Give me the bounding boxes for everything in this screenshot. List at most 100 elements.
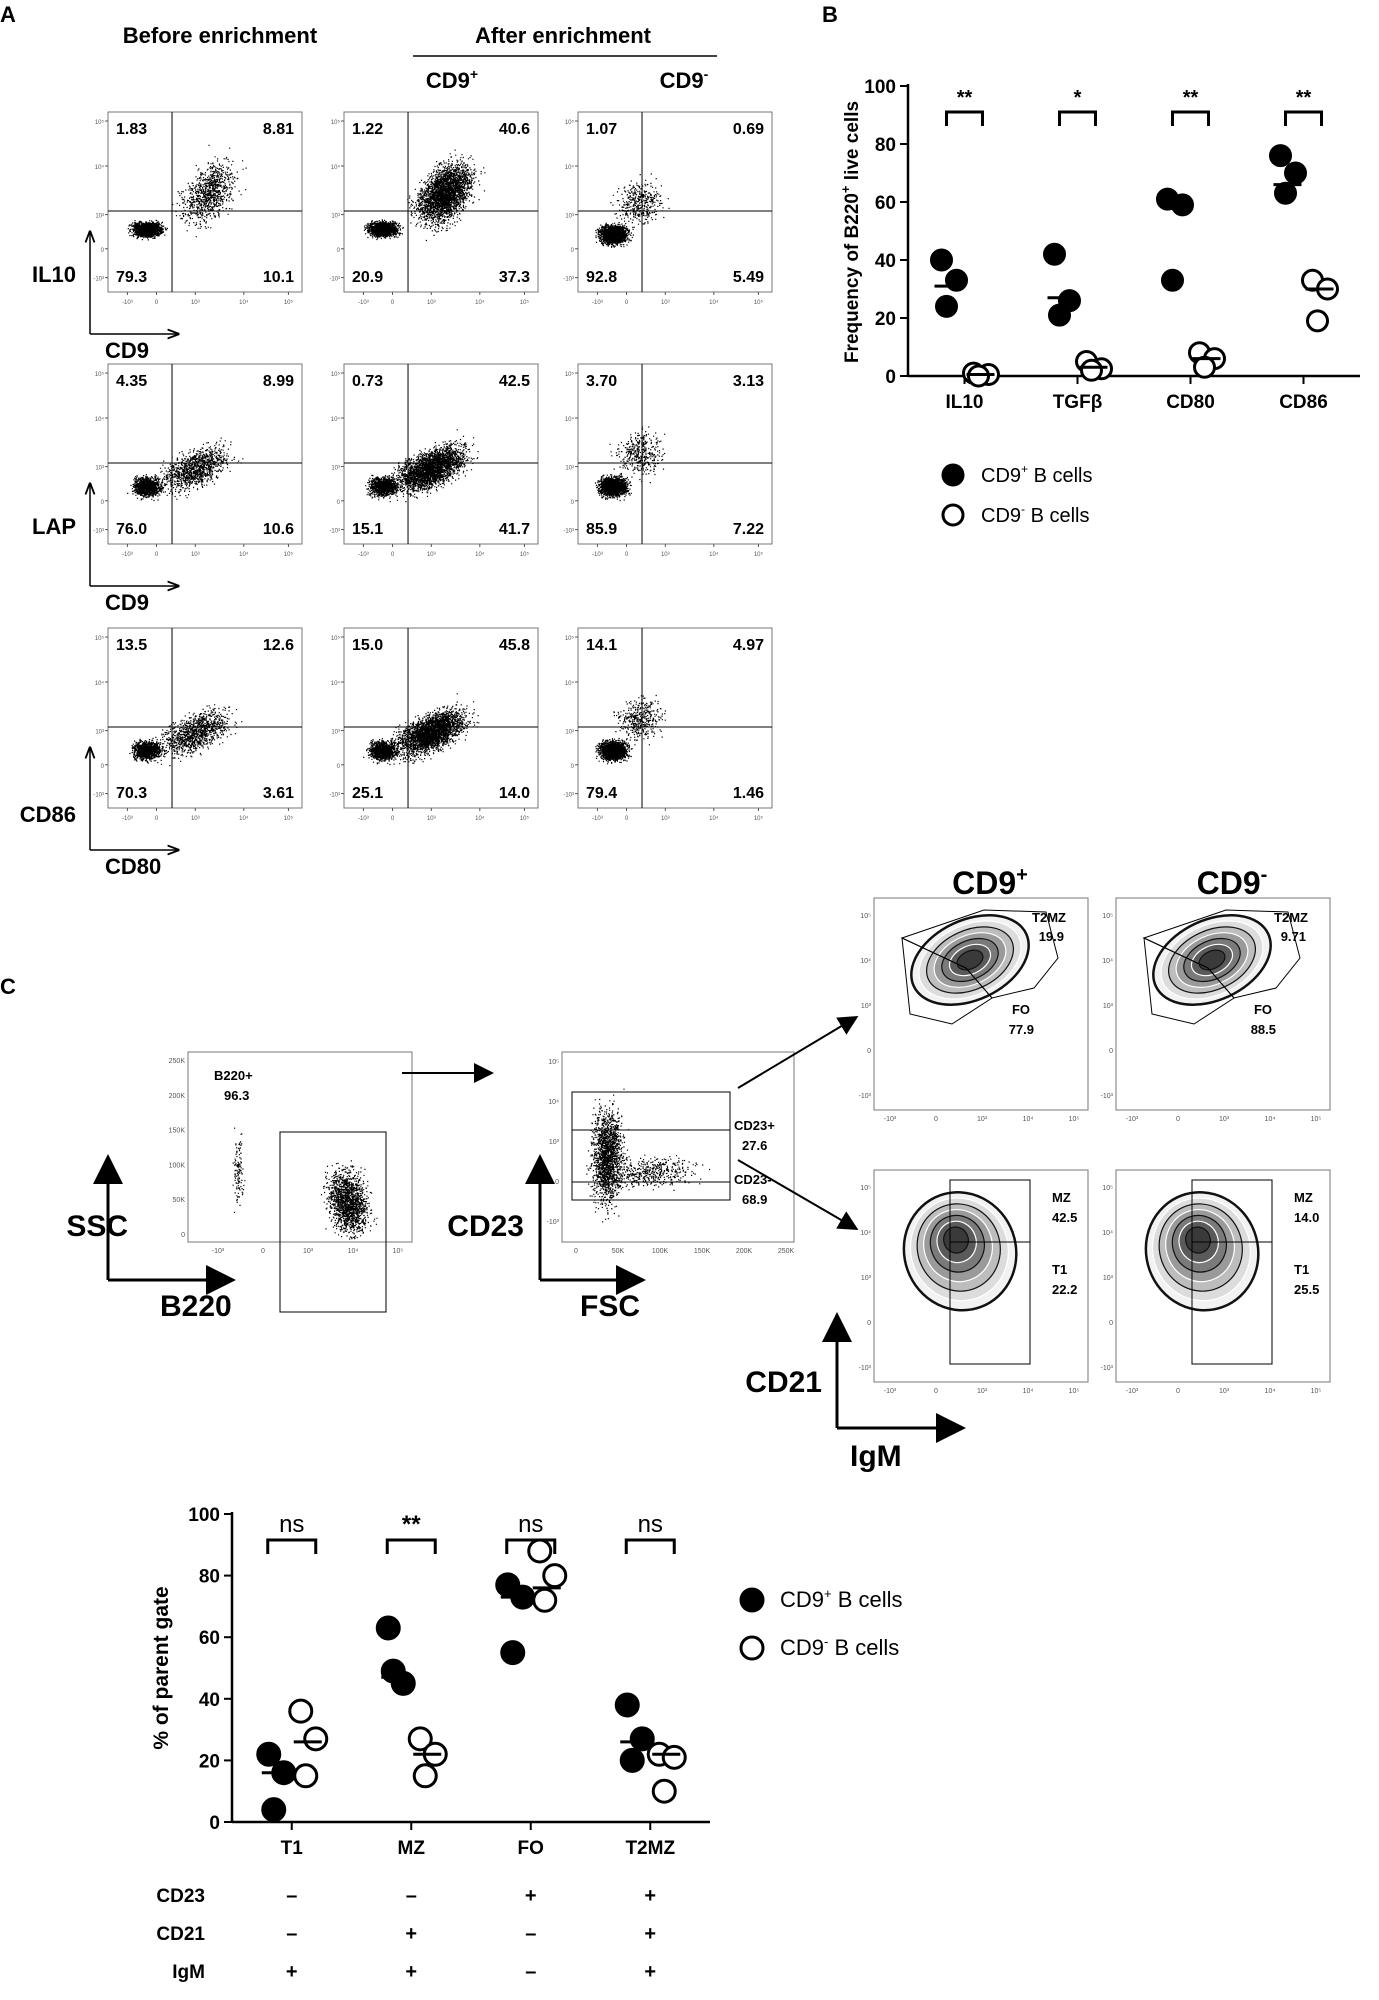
quadrant-value-upper-right: 12.6 — [263, 637, 294, 654]
b-y-tick-label: 100 — [864, 77, 896, 98]
gate-t1 — [1191, 1241, 1273, 1365]
x-tick-label: 10⁴ — [709, 815, 719, 822]
panel-b-chart: 0 20 40 60 80 100 IL10 ** TGFβ * CD80 ** CD86 ** CD9+ … — [838, 77, 1360, 527]
b-point-cd9pos — [1171, 193, 1194, 217]
y-tick-label: 250K — [169, 1058, 186, 1065]
gate-b-value: 77.9 — [1009, 1022, 1034, 1037]
x-tick-label: 10⁵ — [1311, 1388, 1322, 1395]
x-tick-label: 10³ — [1219, 1388, 1230, 1395]
contour-plot-1: 10⁵ 10⁴ 10³ 0 -10³ -10³ 0 10³ 10⁴ 10⁵ T2MZ 19.9 FO 77… — [859, 897, 1089, 1123]
gate-a-label: MZ — [1052, 1190, 1071, 1205]
x-tick-label: 10⁵ — [520, 815, 530, 822]
y-tick-label: 10⁴ — [860, 1230, 871, 1237]
c-point-cd9pos — [256, 1741, 282, 1767]
quadrant-value-lower-right: 14.0 — [499, 785, 530, 802]
c-point-cd9pos — [500, 1640, 526, 1666]
c-y-tick-label: 100 — [188, 1505, 220, 1526]
gate-b-value: 88.5 — [1251, 1022, 1276, 1037]
x-tick-label: -10³ — [1126, 1116, 1139, 1123]
quadrant-value-lower-left: 79.3 — [116, 269, 147, 286]
arrow-to-cd23-neg — [737, 1159, 859, 1231]
c-point-cd9neg — [293, 1763, 319, 1789]
y-tick-label: -10³ — [93, 793, 104, 799]
quadrant-value-lower-right: 10.6 — [263, 521, 294, 538]
header-cd9-negative: CD9- — [660, 66, 709, 93]
x-tick-label: 50K — [612, 1248, 625, 1255]
c-point-cd9pos — [380, 1658, 406, 1684]
flow-plot-cd23-fsc: 10⁵ 10⁴ 10³ 0 -10³ 0 50K 100K 150K 200K 250K CD23+ 2… — [447, 1015, 859, 1323]
x-tick-label: 0 — [934, 1388, 938, 1395]
c-significance-label: ns — [279, 1511, 304, 1538]
b-significance-label: ** — [1183, 87, 1199, 109]
contour-plot-4: 10⁵ 10⁴ 10³ 0 -10³ -10³ 0 10³ 10⁴ 10⁵ MZ 14.0 T1 25.5 — [1101, 1169, 1331, 1395]
panel-c-chart: 0 20 40 60 80 100 T1 ns MZ ** FO ns T2MZ ns CD9+ B cel… — [150, 1505, 903, 1983]
flow-plot-r1-c3: 10⁵ 10⁴ 10³ 0 -10³ -10³ 0 10³ 10⁴ 10⁵ 1.07 0.69 92.8… — [563, 111, 773, 306]
x-tick-label: -10³ — [592, 816, 603, 822]
y-tick-label: -10³ — [1101, 1365, 1114, 1372]
x-tick-label: 10⁵ — [284, 551, 294, 558]
c-significance-label: ns — [638, 1511, 663, 1538]
c-category-label: T1 — [281, 1838, 304, 1859]
quadrant-value-upper-right: 45.8 — [499, 637, 530, 654]
y-tick-label: 10⁴ — [95, 416, 105, 423]
flow-plot-r2-c1: 10⁵ 10⁴ 10³ 0 -10³ -10³ 0 10³ 10⁴ 10⁵ 4.35 8.99 76.0… — [93, 363, 303, 558]
gate-b-label: T1 — [1294, 1262, 1309, 1277]
x-tick-label: 0 — [155, 552, 159, 558]
quadrant-value-lower-left: 25.1 — [352, 785, 383, 802]
y-tick-label: -10³ — [93, 277, 104, 283]
row-axes-2: LAP CD9 — [32, 484, 178, 615]
x-tick-label: 10⁵ — [1069, 1388, 1080, 1395]
c-marker-value: + — [405, 1961, 417, 1983]
c-legend-marker — [739, 1587, 765, 1613]
event-dots — [595, 220, 634, 248]
y-tick-label: 0 — [867, 1048, 871, 1055]
y-tick-label: 10³ — [565, 730, 574, 736]
c-marker-value: + — [644, 1923, 656, 1945]
c-category-label: FO — [518, 1838, 544, 1859]
x-tick-label: 10⁵ — [754, 551, 764, 558]
b-point-cd9pos — [930, 248, 953, 272]
c-significance-bracket — [385, 1538, 437, 1554]
x-tick-label: 150K — [694, 1248, 711, 1255]
gate-label: B220+ — [214, 1068, 253, 1083]
b-point-cd9pos — [1161, 268, 1184, 292]
gate-a-label: T2MZ — [1274, 910, 1308, 925]
flow-plot-r1-c1: 10⁵ 10⁴ 10³ 0 -10³ -10³ 0 10³ 10⁴ 10⁵ 1.83 8.81 79.3… — [93, 111, 303, 306]
y-tick-label: 0 — [101, 500, 105, 506]
x-tick-label: -10³ — [884, 1388, 897, 1395]
c-marker-row-label: CD21 — [156, 1924, 205, 1945]
y-tick-label: 0 — [337, 764, 341, 770]
quadrant-value-upper-left: 1.07 — [586, 121, 617, 138]
x-tick-label: 0 — [625, 816, 629, 822]
y-tick-label: 10³ — [95, 730, 104, 736]
flow-plot-r3-c1: 10⁵ 10⁴ 10³ 0 -10³ -10³ 0 10³ 10⁴ 10⁵ 13.5 12.6 70.3… — [93, 627, 303, 822]
x-tick-label: 10³ — [661, 300, 670, 306]
quadrant-value-upper-left: 3.70 — [586, 373, 617, 390]
x-tick-label: 0 — [155, 300, 159, 306]
c-point-cd9pos — [619, 1747, 645, 1773]
c-legend-marker — [739, 1635, 765, 1661]
c-category-label: T2MZ — [625, 1838, 675, 1859]
y-tick-label: 10⁴ — [1102, 1230, 1113, 1237]
c-category-label: MZ — [398, 1838, 426, 1859]
y-tick-label: 10⁵ — [860, 1185, 871, 1192]
c-marker-value: + — [405, 1923, 417, 1945]
c-marker-value: + — [525, 1885, 537, 1907]
x-tick-label: 10⁵ — [754, 299, 764, 306]
y-tick-label: 0 — [1109, 1048, 1113, 1055]
y-tick-label: 10⁵ — [95, 371, 105, 378]
flow-plot-r2-c3: 10⁵ 10⁴ 10³ 0 -10³ -10³ 0 10³ 10⁴ 10⁵ 3.70 3.13 85.9… — [563, 363, 773, 558]
gate-a-value: 14.0 — [1294, 1210, 1319, 1225]
c-marker-value: + — [644, 1961, 656, 1983]
b-y-tick-label: 0 — [885, 367, 896, 388]
y-tick-label: 10⁵ — [565, 371, 575, 378]
y-tick-label: 0 — [571, 248, 575, 254]
x-tick-label: 10⁴ — [475, 551, 485, 558]
flow-plot-r3-c2: 10⁵ 10⁴ 10³ 0 -10³ -10³ 0 10³ 10⁴ 10⁵ 15.0 45.8 25.1… — [329, 627, 539, 822]
c-y-tick-label: 20 — [199, 1751, 220, 1772]
quadrant-value-lower-left: 76.0 — [116, 521, 147, 538]
y-tick-label: 10³ — [565, 466, 574, 472]
x-tick-label: -10³ — [358, 816, 369, 822]
x-tick-label: -10³ — [122, 300, 133, 306]
c-point-cd9neg — [542, 1563, 568, 1589]
